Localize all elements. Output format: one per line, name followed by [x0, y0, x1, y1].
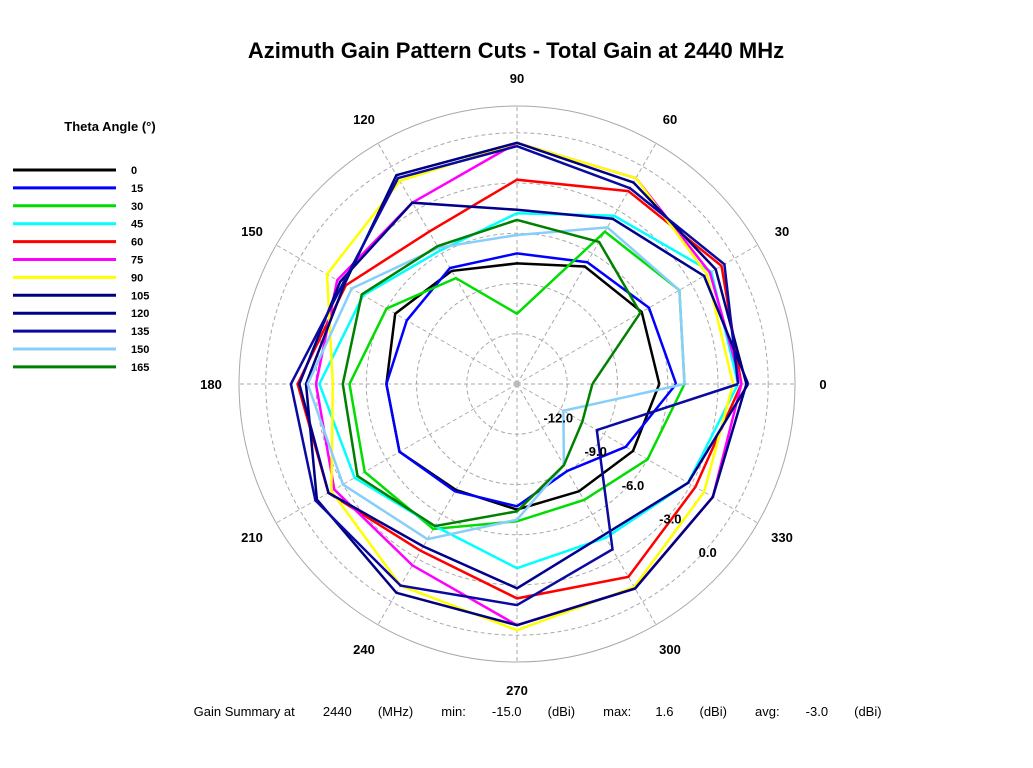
series-line-120 — [297, 201, 750, 590]
summary-frequency: 2440 — [323, 704, 352, 719]
gain-summary: Gain Summary at 2440 (MHz) min: -15.0 (d… — [176, 704, 893, 719]
series-line-105 — [304, 141, 748, 627]
grid-spoke-330 — [516, 383, 759, 524]
angle-label-120: 120 — [353, 112, 375, 127]
angle-label-180: 180 — [200, 377, 222, 392]
summary-max-label: max: — [603, 704, 631, 719]
legend-label-0: 0 — [131, 165, 137, 177]
summary-max-unit: (dBi) — [700, 704, 727, 719]
chart-title: Azimuth Gain Pattern Cuts - Total Gain a… — [248, 38, 784, 63]
radial-label-3: -3.0 — [659, 511, 681, 526]
summary-avg-unit: (dBi) — [854, 704, 881, 719]
legend-label-75: 75 — [131, 255, 143, 267]
grid-outer-ring — [238, 105, 796, 663]
legend-label-30: 30 — [131, 201, 143, 213]
center-marker — [514, 381, 520, 387]
summary-avg-value: -3.0 — [806, 704, 828, 719]
legend-label-120: 120 — [131, 308, 149, 320]
grid-spoke-300 — [516, 383, 657, 626]
summary-frequency-unit: (MHz) — [378, 704, 413, 719]
polar-grid — [238, 105, 796, 663]
series-line-15 — [385, 252, 678, 508]
angle-label-210: 210 — [241, 530, 263, 545]
series-line-135 — [289, 144, 740, 607]
series-layer — [289, 141, 750, 632]
angle-label-150: 150 — [241, 224, 263, 239]
grid-spoke-150 — [275, 244, 518, 385]
angle-labels: 0 30 60 90 120 150 180 210 240 270 300 330 — [200, 71, 826, 698]
summary-max-value: 1.6 — [655, 704, 673, 719]
angle-label-270: 270 — [506, 683, 528, 698]
legend-label-135: 135 — [131, 326, 149, 338]
radial-label-2: -6.0 — [622, 478, 644, 493]
angle-label-60: 60 — [663, 112, 677, 127]
radial-labels: -12.0 -9.0 -6.0 -3.0 0.0 — [544, 411, 717, 560]
summary-min-label: min: — [441, 704, 466, 719]
radial-label-0: -12.0 — [544, 411, 574, 426]
legend-label-150: 150 — [131, 344, 149, 356]
legend-items: 0 15 30 45 60 75 90 105 120 135 150 165 — [13, 165, 149, 374]
series-line-60 — [296, 178, 743, 600]
grid-spoke-30 — [516, 244, 759, 385]
summary-min-unit: (dBi) — [548, 704, 575, 719]
legend-label-45: 45 — [131, 219, 143, 231]
legend-label-60: 60 — [131, 237, 143, 249]
angle-label-330: 330 — [771, 530, 793, 545]
series-line-165 — [341, 218, 642, 528]
series-line-90 — [325, 141, 735, 632]
legend-label-105: 105 — [131, 290, 149, 302]
summary-label: Gain Summary at — [194, 704, 296, 719]
legend-label-15: 15 — [131, 183, 143, 195]
legend-title: Theta Angle (°) — [64, 119, 155, 134]
series-line-30 — [348, 230, 686, 531]
legend-label-165: 165 — [131, 362, 149, 374]
angle-label-90: 90 — [510, 71, 524, 86]
radial-label-1: -9.0 — [584, 444, 606, 459]
legend-label-90: 90 — [131, 272, 143, 284]
grid-ring-4 — [265, 132, 769, 636]
angle-label-30: 30 — [775, 224, 789, 239]
summary-min-value: -15.0 — [492, 704, 522, 719]
angle-label-0: 0 — [819, 377, 826, 392]
grid-spoke-120 — [377, 142, 518, 385]
legend: Theta Angle (°) 0 15 30 45 60 75 90 105 120 135 15… — [13, 119, 156, 374]
angle-label-300: 300 — [659, 642, 681, 657]
series-line-45 — [318, 211, 740, 570]
summary-avg-label: avg: — [755, 704, 780, 719]
radial-label-4: 0.0 — [699, 545, 717, 560]
angle-label-240: 240 — [353, 642, 375, 657]
